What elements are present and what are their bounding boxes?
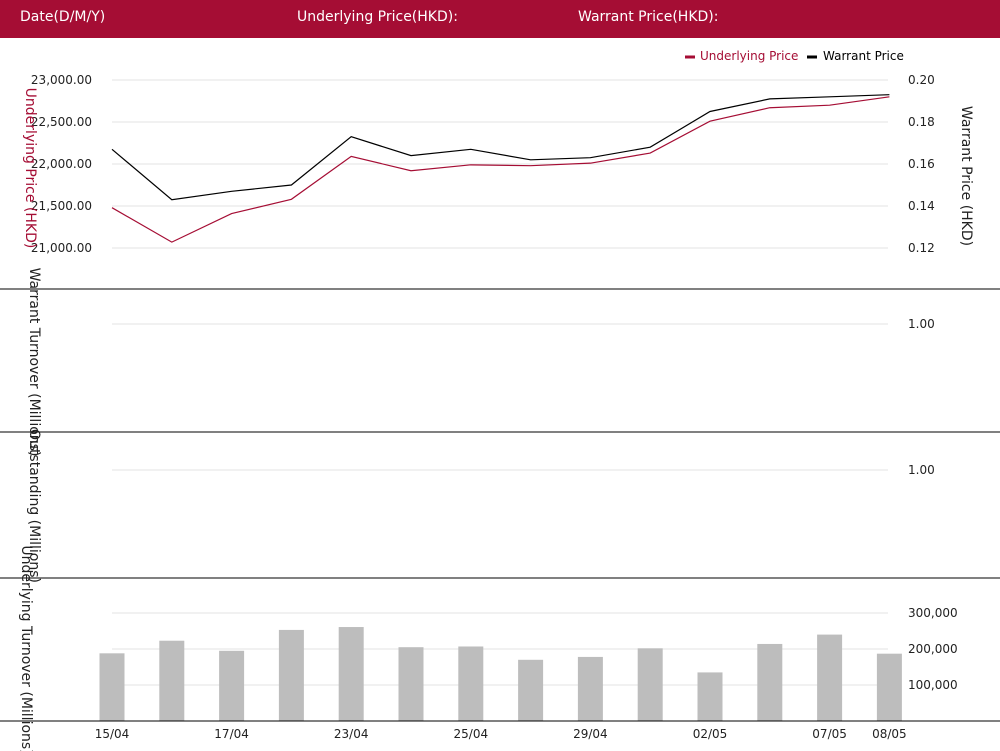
turnover-bar (757, 643, 783, 721)
x-tick-label: 17/04 (214, 727, 249, 741)
underlying-axis-title: Underlying Price (HKD) (22, 88, 38, 249)
x-tick-label: 02/05 (693, 727, 728, 741)
warrant-turnover-axis-title: Warrant Turnover (Millions) (26, 268, 42, 457)
underlying-tick-label: 22,000.00 (31, 157, 92, 171)
legend-underlying-label: Underlying Price (700, 49, 798, 63)
outstanding-axis-title: Outstanding (Millions) (26, 429, 42, 583)
turnover-bar (398, 647, 424, 721)
x-tick-label: 23/04 (334, 727, 369, 741)
underlying-price-label: Underlying Price(HKD): (297, 9, 458, 25)
x-tick-label: 29/04 (573, 727, 608, 741)
header-bar: Date(D/M/Y) Underlying Price(HKD): Warra… (0, 0, 1000, 38)
turnover-bar (219, 650, 245, 721)
turnover-tick-label: 100,000 (908, 678, 958, 692)
turnover-axis-title: Underlying Turnover (Millions) (18, 545, 34, 751)
turnover-tick-label: 200,000 (908, 642, 958, 656)
warrant-price-line (111, 94, 890, 201)
turnover-bar (577, 656, 603, 721)
turnover-bar (458, 646, 484, 721)
warrant-tick-label: 0.12 (908, 241, 935, 255)
warrant-turnover-tick-label: 1.00 (908, 317, 935, 331)
warrant-price-label: Warrant Price(HKD): (578, 9, 719, 25)
underlying-tick-label: 22,500.00 (31, 115, 92, 129)
warrant-axis-title: Warrant Price (HKD) (958, 106, 974, 246)
underlying-tick-label: 23,000.00 (31, 73, 92, 87)
turnover-bar (637, 648, 663, 721)
turnover-tick-label: 300,000 (908, 606, 958, 620)
turnover-bar (876, 653, 902, 721)
underlying-tick-label: 21,500.00 (31, 199, 92, 213)
x-tick-label: 15/04 (95, 727, 130, 741)
turnover-bar (99, 653, 125, 721)
turnover-bar (817, 634, 843, 721)
turnover-bar (338, 627, 364, 721)
turnover-bar (518, 659, 544, 721)
underlying-price-line (111, 96, 890, 243)
turnover-bar (697, 672, 723, 721)
x-tick-label: 08/05 (872, 727, 907, 741)
legend-warrant-label: Warrant Price (823, 49, 904, 63)
x-tick-label: 07/05 (812, 727, 847, 741)
turnover-bar (278, 629, 304, 721)
warrant-tick-label: 0.20 (908, 73, 935, 87)
x-tick-label: 25/04 (454, 727, 489, 741)
warrant-tick-label: 0.16 (908, 157, 935, 171)
outstanding-tick-label: 1.00 (908, 463, 935, 477)
warrant-tick-label: 0.14 (908, 199, 935, 213)
turnover-bar (159, 640, 185, 721)
underlying-tick-label: 21,000.00 (31, 241, 92, 255)
warrant-tick-label: 0.18 (908, 115, 935, 129)
date-label: Date(D/M/Y) (20, 9, 106, 25)
